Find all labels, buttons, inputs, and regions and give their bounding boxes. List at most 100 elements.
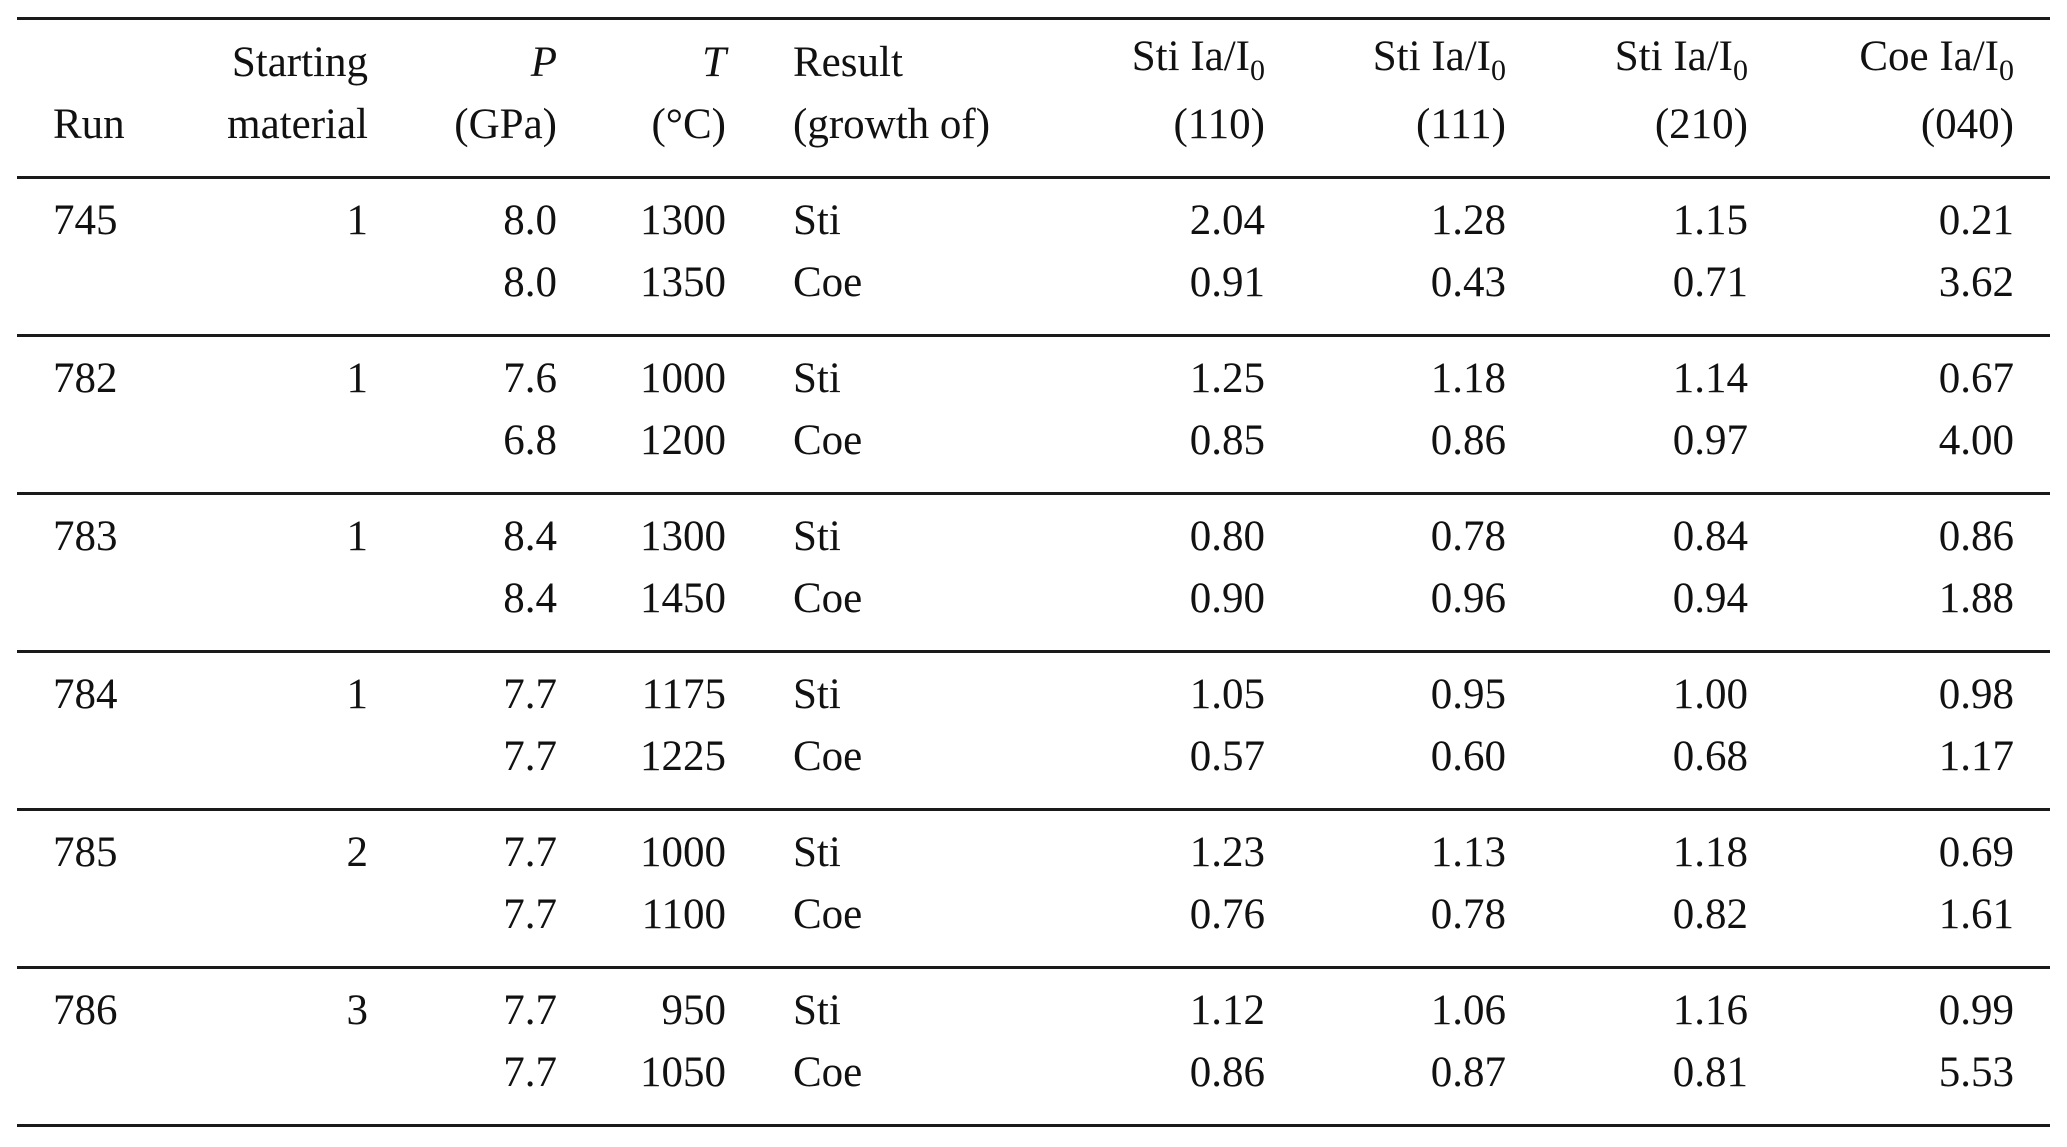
coe-040-value: 3.62 — [1938, 259, 2014, 306]
sti-111-value: 0.95 — [1430, 671, 1506, 718]
header-sti-111-line2: (111) — [1416, 101, 1506, 148]
header-sti-110-line2: (110) — [1173, 101, 1265, 148]
sti-110-value: 0.86 — [1189, 1049, 1265, 1096]
sti-210-value: 1.16 — [1672, 987, 1748, 1034]
coe-040-value: 1.88 — [1938, 575, 2014, 622]
header-subscript: 0 — [1250, 54, 1265, 87]
pressure-value: 7.7 — [503, 829, 557, 876]
sti-111-value: 1.06 — [1430, 987, 1506, 1034]
group-rule — [17, 808, 2050, 811]
result-value: Coe — [793, 259, 863, 306]
temperature-value: 1450 — [640, 575, 726, 622]
header-sti-210-line1: Sti Ia/I0 — [1614, 33, 1748, 86]
top-rule — [17, 17, 2050, 20]
pressure-value: 7.7 — [503, 1049, 557, 1096]
header-text: Sti Ia/I — [1614, 33, 1733, 80]
sti-210-value: 0.71 — [1672, 259, 1748, 306]
sti-110-value: 1.12 — [1189, 987, 1265, 1034]
sti-111-value: 0.87 — [1430, 1049, 1506, 1096]
coe-040-value: 1.17 — [1938, 733, 2014, 780]
header-result-line1: Result — [793, 39, 903, 87]
sti-210-value: 1.18 — [1672, 829, 1748, 876]
pressure-value: 8.4 — [503, 575, 557, 622]
sti-110-value: 0.57 — [1189, 733, 1265, 780]
starting-material-value: 1 — [346, 671, 369, 718]
temperature-value: 1000 — [640, 829, 726, 876]
temperature-value: 1225 — [640, 733, 726, 780]
run-number: 782 — [53, 355, 118, 402]
bottom-rule — [17, 1124, 2050, 1127]
result-value: Sti — [793, 987, 841, 1034]
sti-111-value: 0.96 — [1430, 575, 1506, 622]
coe-040-value: 0.86 — [1938, 513, 2014, 560]
result-value: Sti — [793, 197, 841, 244]
header-rule — [17, 176, 2050, 179]
sti-210-value: 1.00 — [1672, 671, 1748, 718]
sti-110-value: 2.04 — [1189, 197, 1265, 244]
header-coe-040-line2: (040) — [1920, 101, 2014, 148]
run-number: 783 — [53, 513, 118, 560]
sti-110-value: 0.85 — [1189, 417, 1265, 464]
header-coe-040-line1: Coe Ia/I0 — [1859, 33, 2014, 86]
coe-040-value: 0.99 — [1938, 987, 2014, 1034]
header-sti-111-line1: Sti Ia/I0 — [1373, 33, 1506, 86]
result-value: Sti — [793, 671, 841, 718]
pressure-value: 7.7 — [503, 891, 557, 938]
temperature-value: 1200 — [640, 417, 726, 464]
sti-110-value: 0.91 — [1189, 259, 1265, 306]
temperature-value: 1175 — [641, 671, 726, 718]
header-sti-110-line1: Sti Ia/I0 — [1131, 33, 1265, 86]
header-run-line2: Run — [53, 101, 125, 148]
starting-material-value: 1 — [346, 197, 369, 244]
starting-material-value: 3 — [346, 987, 369, 1034]
sti-110-value: 0.90 — [1189, 575, 1265, 622]
pressure-value: 6.8 — [503, 417, 557, 464]
temperature-value: 950 — [661, 987, 727, 1034]
starting-material-value: 1 — [346, 355, 369, 402]
result-value: Sti — [793, 355, 841, 402]
coe-040-value: 1.61 — [1938, 891, 2014, 938]
sti-111-value: 0.43 — [1430, 259, 1506, 306]
header-pressure-line1: P — [531, 39, 557, 87]
header-pressure-line2: (GPa) — [454, 101, 557, 148]
pressure-value: 8.4 — [503, 513, 557, 560]
sti-210-value: 0.97 — [1672, 417, 1748, 464]
pressure-value: 8.0 — [503, 197, 557, 244]
sti-210-value: 1.14 — [1672, 355, 1748, 402]
result-value: Coe — [793, 575, 863, 622]
coe-040-value: 0.67 — [1938, 355, 2014, 402]
result-value: Coe — [793, 891, 863, 938]
sti-210-value: 0.94 — [1672, 575, 1748, 622]
group-rule — [17, 492, 2050, 495]
sti-111-value: 1.13 — [1430, 829, 1506, 876]
temperature-value: 1350 — [640, 259, 726, 306]
coe-040-value: 0.21 — [1938, 197, 2014, 244]
coe-040-value: 0.69 — [1938, 829, 2014, 876]
pressure-value: 7.6 — [503, 355, 557, 402]
header-text: Starting — [231, 39, 368, 86]
group-rule — [17, 334, 2050, 337]
run-number: 784 — [53, 671, 118, 718]
header-temperature-line1: T — [702, 39, 726, 87]
sti-111-value: 0.78 — [1430, 891, 1506, 938]
header-text: Sti Ia/I — [1131, 33, 1250, 80]
group-rule — [17, 966, 2050, 969]
header-starting-material-line2: material — [227, 101, 368, 148]
result-value: Sti — [793, 829, 841, 876]
header-subscript: 0 — [1733, 54, 1748, 87]
sti-111-value: 0.78 — [1430, 513, 1506, 560]
header-temperature-line2: (°C) — [651, 101, 726, 148]
header-result-line2: (growth of) — [793, 101, 991, 148]
temperature-value: 1000 — [640, 355, 726, 402]
sti-111-value: 1.18 — [1430, 355, 1506, 402]
sti-210-value: 1.15 — [1672, 197, 1748, 244]
sti-110-value: 1.05 — [1189, 671, 1265, 718]
header-text: Coe Ia/I — [1859, 33, 1999, 80]
group-rule — [17, 650, 2050, 653]
sti-111-value: 1.28 — [1430, 197, 1506, 244]
pressure-value: 8.0 — [503, 259, 557, 306]
header-sti-210-line2: (210) — [1654, 101, 1748, 148]
sti-210-value: 0.68 — [1672, 733, 1748, 780]
header-subscript: 0 — [1999, 54, 2014, 87]
starting-material-value: 2 — [346, 829, 369, 876]
